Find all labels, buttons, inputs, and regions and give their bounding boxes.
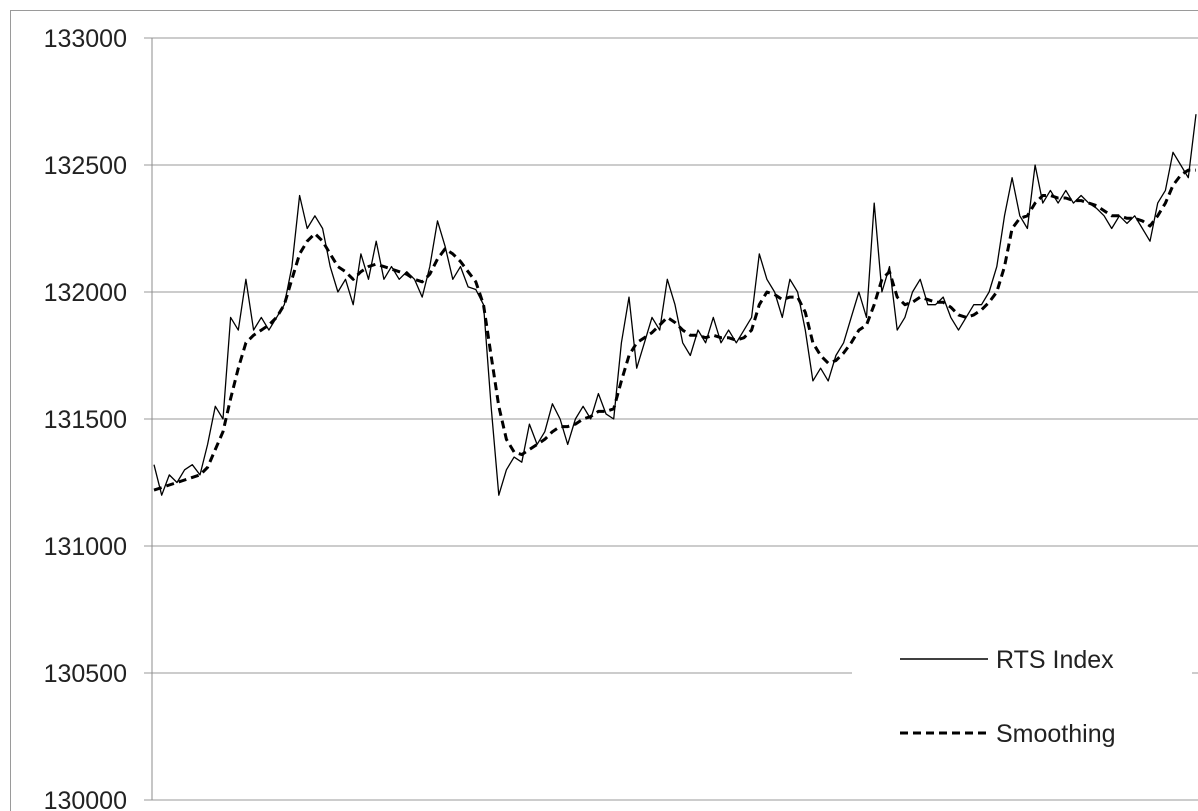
y-tick-label: 130000	[44, 787, 127, 811]
legend-box	[852, 636, 1192, 766]
chart-frame	[10, 10, 1198, 811]
y-tick-label: 131500	[44, 406, 127, 434]
legend-label-smoothing: Smoothing	[996, 720, 1116, 748]
series-line-smoothing	[153, 168, 1196, 492]
y-axis: 130000 130500 131000 131500 132000 132500 1330…	[44, 25, 153, 811]
legend: RTS Index Smoothing	[852, 636, 1192, 766]
y-tick-label: 132000	[44, 279, 127, 307]
legend-label-rts-index: RTS Index	[996, 646, 1114, 674]
series-line-rts-index	[153, 114, 1197, 496]
y-tick-label: 133000	[44, 25, 127, 53]
y-tick-label: 131000	[44, 533, 127, 561]
y-tick-label: 132500	[44, 152, 127, 180]
y-tick-label: 130500	[44, 660, 127, 688]
series-layer	[153, 114, 1197, 496]
